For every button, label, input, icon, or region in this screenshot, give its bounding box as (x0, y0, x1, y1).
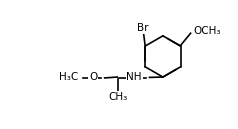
Text: CH₃: CH₃ (109, 92, 128, 102)
Text: NH: NH (126, 72, 142, 82)
Text: OCH₃: OCH₃ (193, 26, 221, 36)
Text: H₃C: H₃C (59, 72, 78, 82)
Text: O: O (89, 72, 97, 82)
Text: Br: Br (137, 23, 148, 33)
